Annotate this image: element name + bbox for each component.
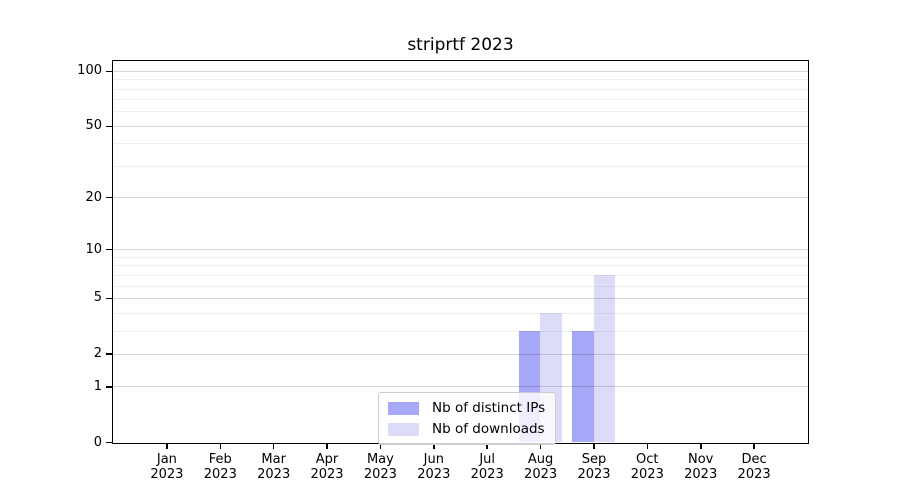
y-tick-50 [106,125,112,127]
gridline-minor-8 [113,265,808,267]
gridline-minor-9 [113,256,808,258]
legend-swatch-nb-of-distinct-ips [388,401,419,415]
gridline-minor-4 [113,312,808,314]
y-tick-label-2: 2 [93,346,102,362]
gridline-minor-7 [113,274,808,276]
x-tick-label-oct-2023: Oct 2023 [630,452,664,482]
x-tick-nov-2023 [700,444,702,449]
y-tick-100 [106,70,112,72]
x-tick-jan-2023 [166,444,168,449]
bar-nb-of-downloads-sep-2023 [593,274,615,442]
x-tick-label-apr-2023: Apr 2023 [310,452,344,482]
gridline-major-100 [113,70,808,72]
x-tick-label-may-2023: May 2023 [363,452,397,482]
legend-item-nb-of-downloads: Nb of downloads [388,421,545,437]
x-tick-label-aug-2023: Aug 2023 [524,452,558,482]
x-tick-label-feb-2023: Feb 2023 [203,452,237,482]
gridline-minor-60 [113,111,808,113]
gridline-minor-70 [113,99,808,101]
chart-title: striprtf 2023 [407,35,514,55]
gridline-minor-6 [113,285,808,287]
legend: Nb of distinct IPs Nb of downloads [378,392,557,445]
y-tick-label-20: 20 [85,189,102,205]
x-tick-jun-2023 [433,444,435,449]
x-tick-aug-2023 [539,444,542,449]
y-tick-10 [106,248,112,251]
x-tick-feb-2023 [219,444,221,449]
x-tick-oct-2023 [646,444,649,449]
x-tick-label-mar-2023: Mar 2023 [257,452,291,482]
gridline-major-10 [113,249,808,251]
x-tick-label-jun-2023: Jun 2023 [417,452,451,482]
legend-label-nb-of-distinct-ips: Nb of distinct IPs [432,400,546,416]
gridline-major-1 [113,386,808,388]
y-tick-label-10: 10 [85,241,102,257]
x-tick-may-2023 [379,444,382,449]
gridline-minor-80 [113,88,808,90]
x-tick-jul-2023 [486,444,488,449]
legend-swatch-nb-of-downloads [388,422,419,436]
x-tick-dec-2023 [753,444,755,449]
y-tick-label-0: 0 [93,434,102,450]
y-tick-5 [106,297,112,300]
y-tick-0 [106,441,112,444]
legend-item-nb-of-distinct-ips: Nb of distinct IPs [388,400,545,416]
x-tick-label-nov-2023: Nov 2023 [684,452,718,482]
x-tick-label-sep-2023: Sep 2023 [577,452,611,482]
y-tick-label-5: 5 [93,290,102,306]
x-tick-apr-2023 [326,444,328,449]
y-tick-label-50: 50 [85,118,102,134]
gridline-major-5 [113,297,808,299]
x-tick-label-dec-2023: Dec 2023 [737,452,771,482]
y-tick-20 [106,196,112,199]
plot-area: Nb of distinct IPs Nb of downloads [112,60,809,445]
gridline-major-2 [113,353,808,355]
y-tick-1 [106,386,112,388]
legend-label-nb-of-downloads: Nb of downloads [432,421,545,437]
gridline-minor-30 [113,165,808,167]
x-tick-sep-2023 [593,444,595,449]
gridline-major-50 [113,125,808,127]
gridline-major-20 [113,197,808,199]
gridline-minor-3 [113,330,808,332]
x-tick-mar-2023 [272,444,275,449]
gridline-minor-90 [113,79,808,81]
gridline-minor-40 [113,143,808,145]
y-tick-label-1: 1 [93,378,102,394]
y-tick-label-100: 100 [77,63,102,79]
x-tick-label-jul-2023: Jul 2023 [470,452,504,482]
y-tick-2 [106,353,112,355]
x-tick-label-jan-2023: Jan 2023 [150,452,184,482]
